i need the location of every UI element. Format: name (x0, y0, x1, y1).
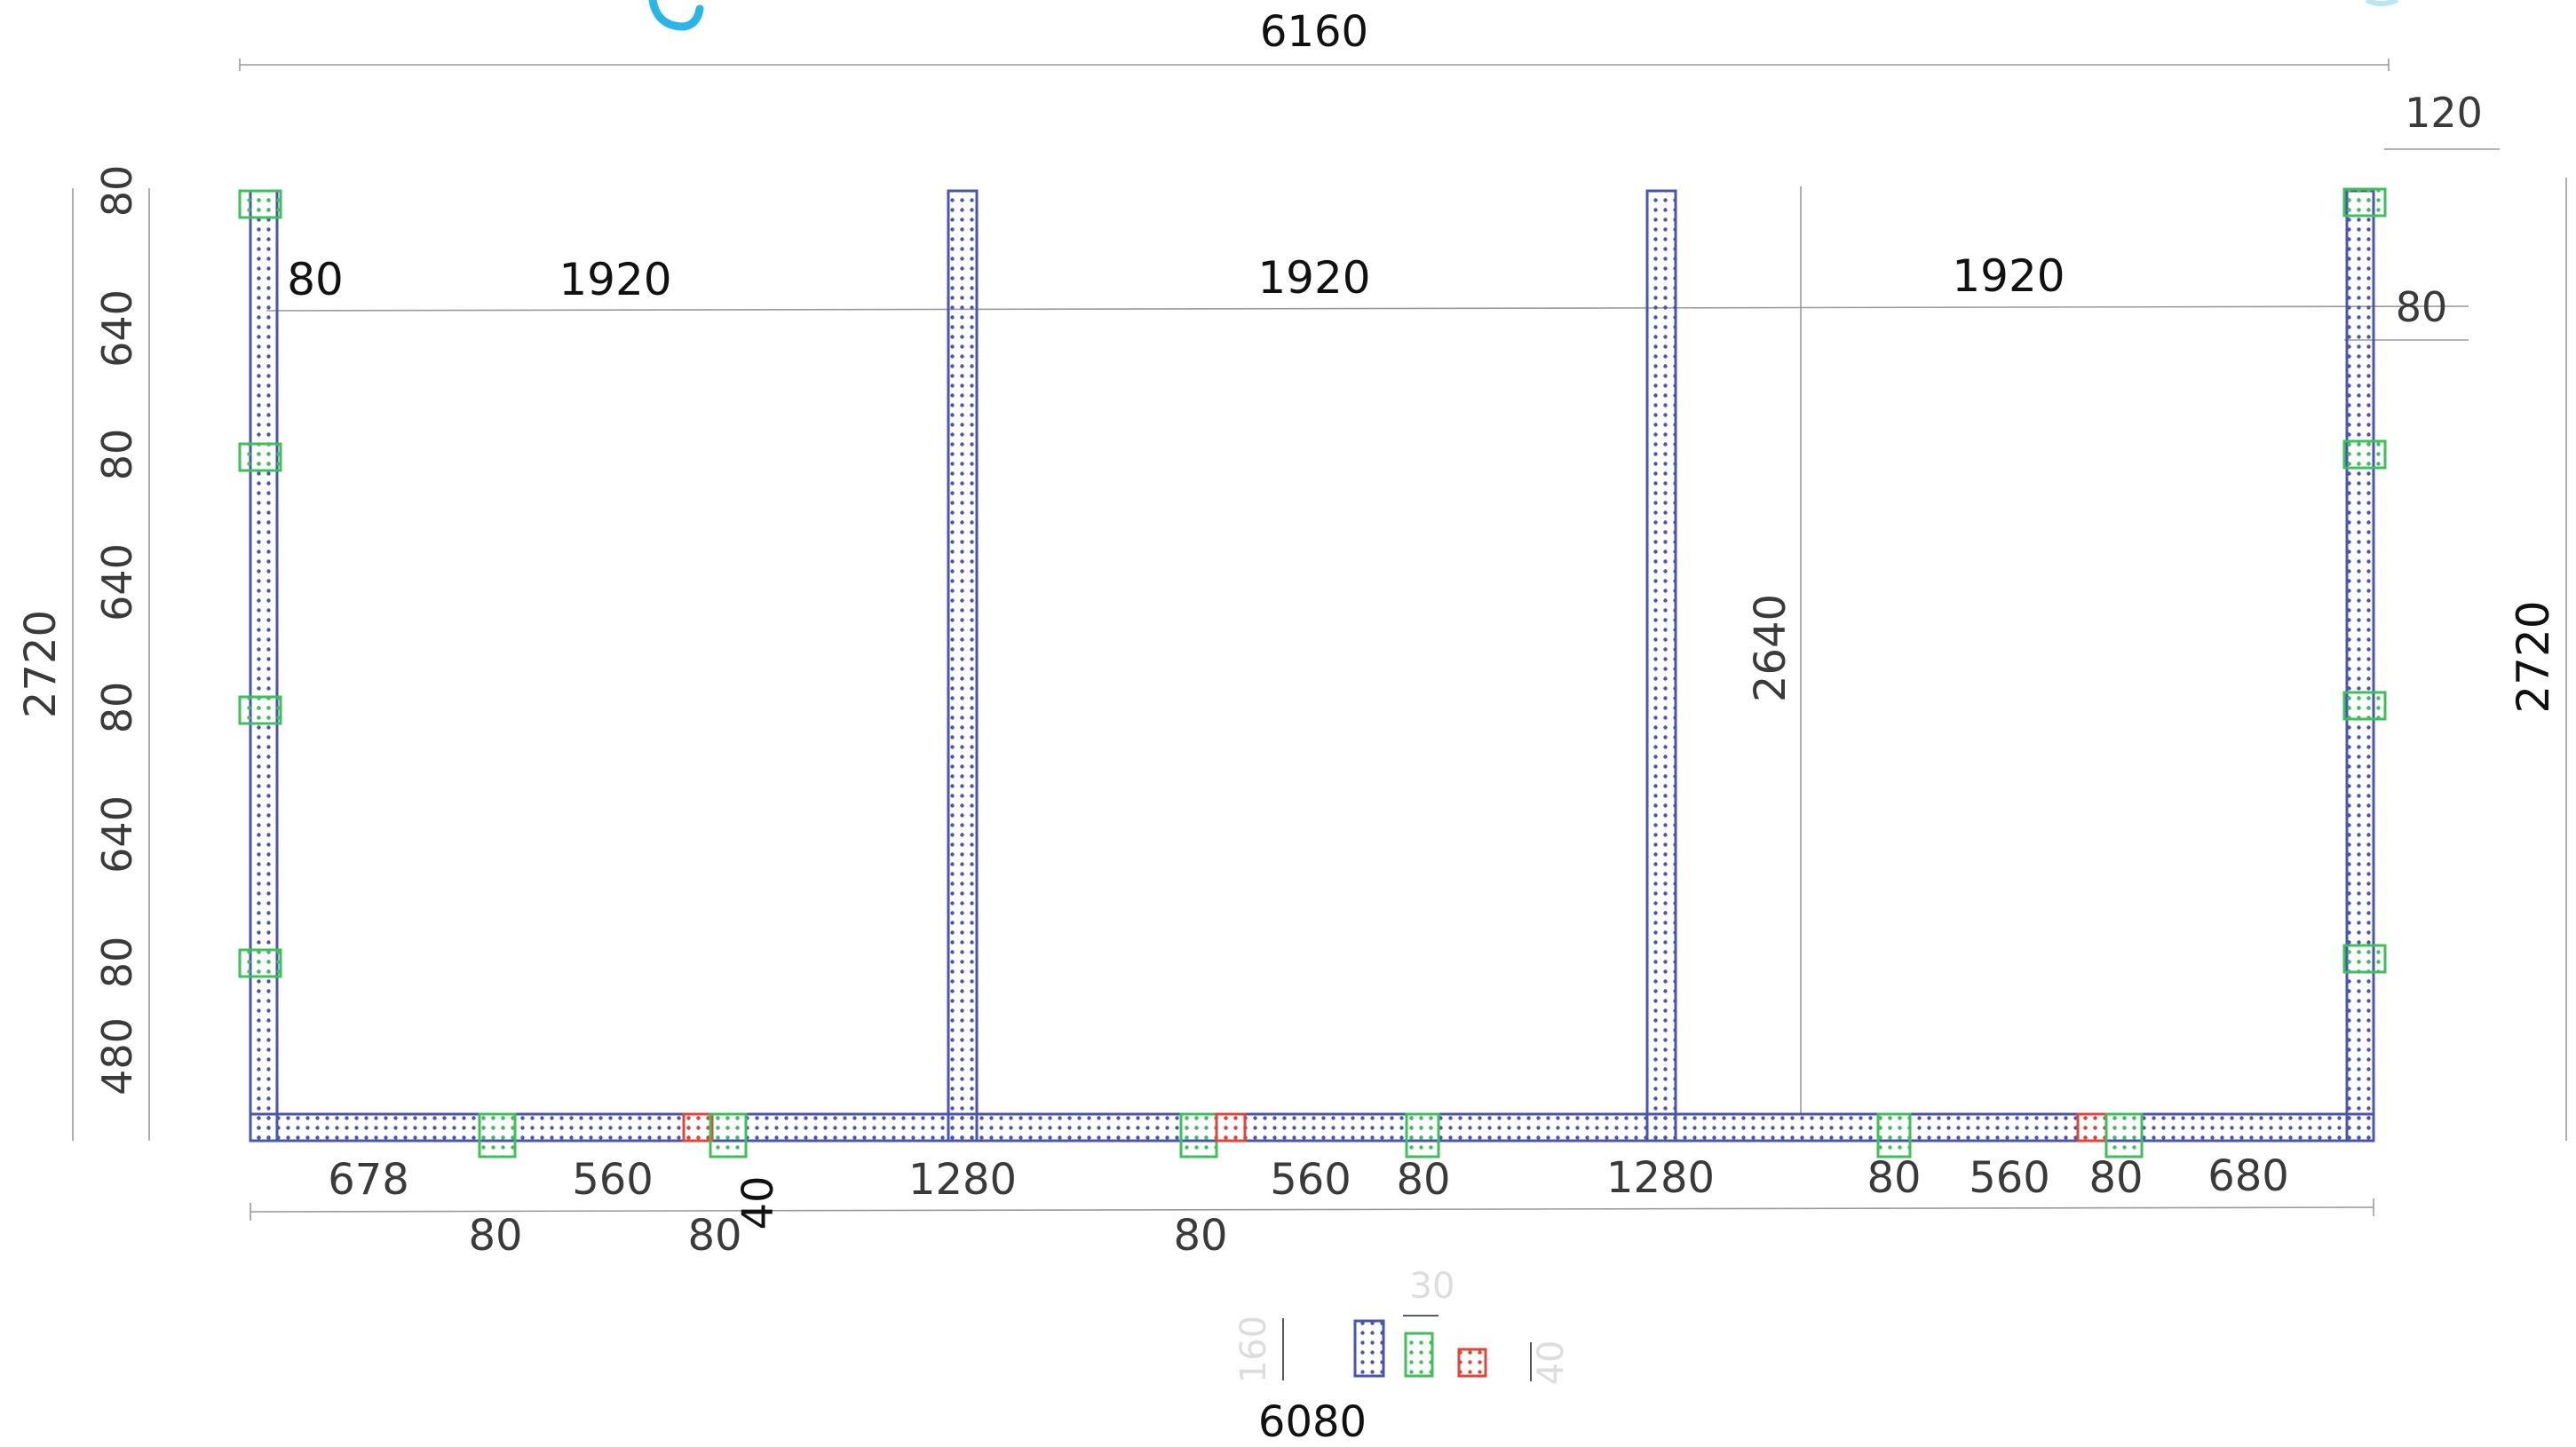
left-seg-5: 80 (93, 682, 141, 734)
left-seg-1: 80 (93, 165, 141, 217)
connector-red-3 (2076, 1112, 2108, 1143)
bottom-label-10: 680 (2207, 1151, 2289, 1201)
inner-height-dimension: 2640 (1746, 186, 1802, 1114)
connector-bottom-6 (2104, 1112, 2144, 1158)
connector-right-3 (2342, 691, 2387, 721)
left-height-label: 2720 (16, 610, 66, 718)
bottom-sub-3: 80 (1173, 1211, 1227, 1261)
legend: 160 30 40 (1233, 1266, 1572, 1385)
bottom-beam (249, 1112, 2375, 1143)
bottom-sub-1: 80 (468, 1211, 522, 1261)
bottom-sub-labels: 80 80 80 40 (468, 1175, 1227, 1261)
connector-left-1 (238, 189, 282, 219)
connector-bottom-5 (1876, 1112, 1912, 1158)
connector-bottom-4 (1405, 1112, 1440, 1158)
connector-left-3 (238, 695, 282, 725)
frame-structure (238, 187, 2387, 1158)
connector-right-2 (2342, 439, 2387, 470)
bottom-label-7: 80 (1867, 1153, 1921, 1203)
bottom-label-1: 678 (328, 1155, 409, 1205)
left-seg-7: 80 (93, 937, 141, 989)
bay-reference-line (266, 305, 2469, 341)
left-height-dimension: 2720 (16, 188, 150, 1141)
legend-red-member (1457, 1348, 1487, 1378)
bottom-label-3: 1280 (908, 1155, 1017, 1205)
gap-label: 40 (733, 1175, 783, 1230)
left-segments: 80 640 80 640 80 640 80 480 (93, 165, 141, 1095)
column-mid-2 (1645, 189, 1677, 1143)
legend-green-member (1404, 1332, 1434, 1378)
top-total-label: 6160 (1260, 7, 1368, 57)
connector-left-4 (238, 948, 282, 978)
column-mid-1 (947, 189, 979, 1143)
inner-height-label: 2640 (1746, 594, 1795, 702)
connector-right-4 (2342, 944, 2387, 974)
connector-left-2 (238, 442, 282, 472)
bottom-dimension (250, 1198, 2374, 1221)
legend-faint-right: 40 (1531, 1340, 1572, 1386)
connector-bottom-1 (478, 1112, 517, 1158)
legend-blue-member (1353, 1319, 1385, 1378)
bottom-sub-2: 80 (687, 1211, 741, 1261)
connector-right-1 (2342, 187, 2387, 217)
right-end-label: 80 (2396, 283, 2448, 331)
top-total-dimension: 6160 (239, 7, 2390, 71)
bottom-label-6: 1280 (1606, 1153, 1715, 1203)
connector-bottom-3 (1179, 1112, 1218, 1158)
left-seg-8: 480 (93, 1017, 141, 1095)
bottom-label-2: 560 (572, 1155, 654, 1205)
column-right (2345, 189, 2375, 1143)
left-seg-4: 640 (93, 543, 141, 621)
bottom-main-labels: 678 560 1280 560 80 1280 80 560 80 680 (328, 1151, 2289, 1205)
right-height-dimension: 2720 (2508, 178, 2567, 1141)
bottom-label-4: 560 (1270, 1155, 1351, 1205)
left-seg-2: 640 (93, 289, 141, 368)
left-seg-6: 640 (93, 795, 141, 874)
left-seg-3: 80 (93, 429, 141, 481)
edge-offset-dimension: 120 (2384, 89, 2500, 150)
bottom-label-8: 560 (1969, 1153, 2050, 1203)
cyan-mark (648, 0, 704, 31)
bay-3-label: 1920 (1952, 250, 2065, 302)
bay-start-label: 80 (287, 254, 344, 305)
bottom-label-5: 80 (1396, 1155, 1450, 1205)
bay-1-label: 1920 (559, 254, 671, 305)
bay-2-label: 1920 (1257, 252, 1370, 304)
connector-bottom-2 (709, 1112, 748, 1158)
connector-red-2 (1215, 1112, 1247, 1143)
legend-faint-left: 160 (1233, 1316, 1274, 1383)
legend-faint-top: 30 (1410, 1266, 1455, 1307)
bottom-label-9: 80 (2089, 1153, 2143, 1203)
right-height-label: 2720 (2508, 600, 2559, 713)
column-left (249, 189, 279, 1143)
edge-offset-label: 120 (2405, 89, 2483, 137)
cyan-mark-right (2365, 0, 2399, 6)
bottom-total-label: 6080 (1258, 1397, 1367, 1447)
connector-red-1 (682, 1112, 714, 1143)
